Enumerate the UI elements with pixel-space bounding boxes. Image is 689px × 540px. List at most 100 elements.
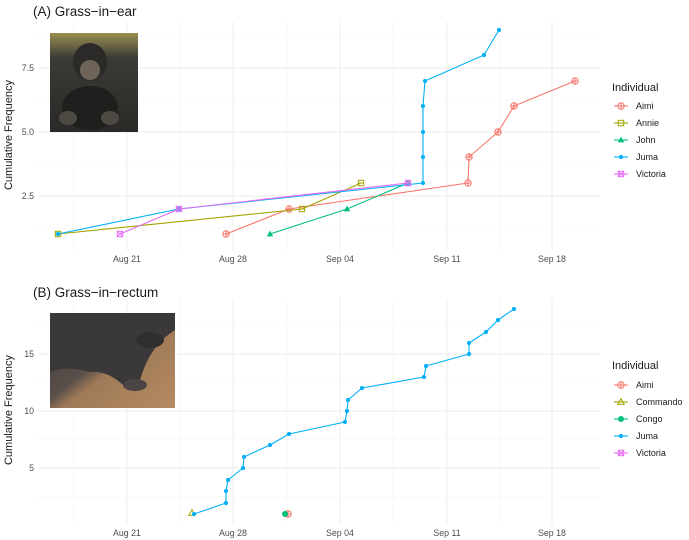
data-point-marker bbox=[286, 431, 292, 437]
chimpanzee-photo bbox=[50, 33, 138, 132]
x-tick-label: Sep 04 bbox=[326, 528, 354, 538]
legend-item-annie: Annie bbox=[614, 118, 659, 128]
x-tick-label: Aug 21 bbox=[113, 254, 141, 264]
y-axis-label: Cumulative Frequency bbox=[3, 79, 15, 190]
legend-label: Victoria bbox=[636, 448, 666, 458]
legend-marker-icon bbox=[617, 170, 625, 178]
chimpanzee-photo bbox=[50, 313, 175, 408]
y-tick-label: 7.5 bbox=[22, 63, 34, 73]
data-series bbox=[187, 306, 517, 518]
data-point-marker bbox=[240, 465, 246, 471]
data-point-marker bbox=[267, 442, 273, 448]
data-point-marker bbox=[298, 205, 306, 213]
data-point-marker bbox=[511, 306, 517, 312]
y-axis-ticks: 2.5 5.0 7.5 bbox=[22, 63, 34, 201]
legend-item-aimi: Aimi bbox=[614, 101, 654, 111]
data-point-marker bbox=[466, 340, 472, 346]
data-point-marker bbox=[345, 397, 351, 403]
x-tick-label: Sep 11 bbox=[433, 254, 460, 264]
legend-marker-icon bbox=[618, 433, 624, 439]
data-point-marker bbox=[55, 231, 61, 237]
series-juma bbox=[191, 306, 517, 517]
series-congo bbox=[282, 511, 288, 517]
legend-item-commando: Commando bbox=[614, 397, 683, 407]
data-point-marker bbox=[359, 385, 365, 391]
legend-marker-icon bbox=[617, 119, 625, 127]
data-point-marker bbox=[191, 511, 197, 517]
legend-item-victoria: Victoria bbox=[614, 169, 666, 179]
data-point-marker bbox=[495, 317, 501, 323]
data-point-marker bbox=[483, 329, 489, 335]
y-tick-label: 10 bbox=[24, 406, 34, 416]
legend-label: Congo bbox=[636, 414, 663, 424]
panel-grass-in-rectum: (B) Grass−in−rectum Cumulative Frequency… bbox=[3, 285, 683, 538]
data-point-marker bbox=[241, 454, 247, 460]
panel-grass-in-ear: (A) Grass−in−ear Cumulative Frequency 2.… bbox=[3, 4, 666, 264]
data-point-marker bbox=[225, 477, 231, 483]
legend-item-juma: Juma bbox=[614, 152, 658, 162]
x-tick-label: Aug 28 bbox=[219, 254, 247, 264]
data-point-marker bbox=[285, 205, 293, 213]
y-axis-label: Cumulative Frequency bbox=[3, 354, 15, 465]
legend-label: Juma bbox=[636, 152, 658, 162]
data-point-marker bbox=[464, 179, 472, 187]
y-tick-label: 15 bbox=[24, 349, 34, 359]
legend-title: Individual bbox=[612, 360, 658, 372]
legend-label: Victoria bbox=[636, 169, 666, 179]
legend-marker-icon bbox=[617, 381, 625, 389]
data-point-marker bbox=[342, 419, 348, 425]
legend-marker-icon bbox=[618, 154, 624, 160]
legend-item-aimi: Aimi bbox=[614, 380, 654, 390]
data-point-marker bbox=[175, 205, 183, 213]
data-point-marker bbox=[344, 408, 350, 414]
data-point-marker bbox=[420, 129, 426, 135]
chart-title: (A) Grass−in−ear bbox=[33, 4, 137, 19]
y-axis-ticks: 5 10 15 bbox=[24, 349, 34, 473]
legend-marker-icon bbox=[618, 416, 624, 422]
data-point-marker bbox=[420, 180, 426, 186]
data-series bbox=[54, 27, 579, 238]
x-tick-label: Aug 28 bbox=[219, 528, 247, 538]
x-tick-label: Sep 18 bbox=[538, 254, 566, 264]
chart-title: (B) Grass−in−rectum bbox=[33, 285, 158, 300]
data-point-marker bbox=[422, 78, 428, 84]
data-point-marker bbox=[343, 205, 351, 212]
legend-item-john: John bbox=[614, 135, 656, 145]
legend-marker-icon bbox=[617, 136, 625, 143]
data-point-marker bbox=[510, 102, 518, 110]
legend-marker-icon bbox=[617, 449, 625, 457]
legend-item-victoria: Victoria bbox=[614, 448, 666, 458]
data-point-marker bbox=[223, 488, 229, 494]
data-point-marker bbox=[494, 128, 502, 136]
legend-label: Aimi bbox=[636, 101, 654, 111]
x-axis-ticks: Aug 21 Aug 28 Sep 04 Sep 11 Sep 18 bbox=[113, 254, 566, 264]
legend-label: Commando bbox=[636, 397, 683, 407]
legend-label: Annie bbox=[636, 118, 659, 128]
series-victoria bbox=[116, 179, 412, 238]
data-point-marker bbox=[223, 500, 229, 506]
data-point-marker bbox=[465, 153, 473, 161]
data-point-marker bbox=[421, 374, 427, 380]
data-point-marker bbox=[222, 230, 230, 238]
data-point-marker bbox=[282, 511, 288, 517]
legend-item-juma: Juma bbox=[614, 431, 658, 441]
data-point-marker bbox=[404, 179, 412, 187]
legend-item-congo: Congo bbox=[614, 414, 663, 424]
x-tick-label: Aug 21 bbox=[113, 528, 141, 538]
data-point-marker bbox=[420, 103, 426, 109]
y-tick-label: 5 bbox=[29, 463, 34, 473]
data-point-marker bbox=[481, 52, 487, 58]
legend-title: Individual bbox=[612, 82, 658, 94]
gridlines bbox=[38, 298, 600, 525]
x-axis-ticks: Aug 21 Aug 28 Sep 04 Sep 11 Sep 18 bbox=[113, 528, 566, 538]
data-point-marker bbox=[116, 230, 124, 238]
data-point-marker bbox=[571, 77, 579, 85]
data-point-marker bbox=[466, 351, 472, 357]
series-juma bbox=[55, 27, 502, 237]
x-tick-label: Sep 04 bbox=[326, 254, 354, 264]
x-tick-label: Sep 18 bbox=[538, 528, 566, 538]
legend-label: Juma bbox=[636, 431, 658, 441]
legend-marker-icon bbox=[617, 102, 625, 110]
legend-label: John bbox=[636, 135, 656, 145]
y-tick-label: 2.5 bbox=[22, 191, 34, 201]
